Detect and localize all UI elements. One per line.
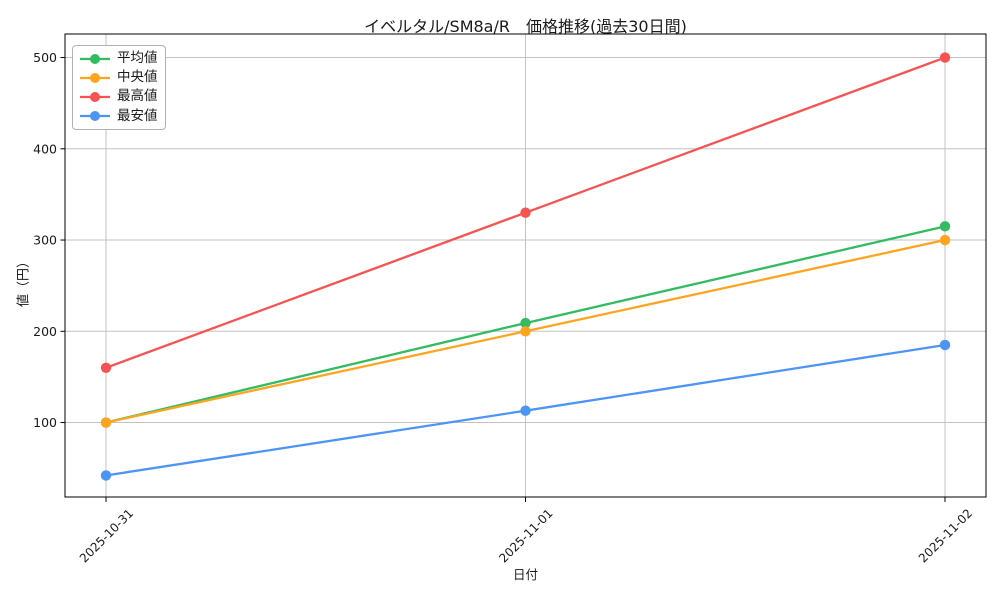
y-tick-label: 400 — [33, 141, 57, 156]
legend-label: 中央値 — [117, 69, 158, 86]
series-point-2 — [520, 207, 531, 218]
legend-marker-icon — [80, 72, 110, 83]
x-tick-label: 2025-11-02 — [916, 506, 975, 565]
series-point-3 — [939, 339, 951, 351]
legend-item: 中央値 — [79, 71, 161, 85]
series-point-0 — [939, 221, 951, 232]
legend-label: 最高値 — [117, 88, 158, 105]
legend: 平均値中央値最高値最安値 — [72, 45, 166, 130]
series-point-3 — [100, 470, 112, 481]
y-tick-label: 500 — [33, 50, 57, 65]
legend-marker-icon — [80, 111, 110, 122]
legend-label: 平均値 — [117, 49, 158, 66]
y-tick-label: 300 — [33, 233, 57, 248]
plot-border — [64, 33, 987, 498]
legend-label: 最安値 — [117, 107, 158, 124]
series-point-0 — [520, 317, 531, 329]
series-point-1 — [520, 326, 531, 337]
x-tick-label: 2025-11-01 — [496, 506, 555, 565]
y-tick-label: 200 — [33, 324, 57, 339]
series-point-1 — [939, 234, 951, 246]
x-axis-label: 日付 — [512, 567, 538, 582]
legend-item: 最安値 — [79, 107, 161, 124]
legend-marker-icon — [80, 53, 110, 64]
series-point-2 — [939, 52, 951, 63]
x-tick-label: 2025-10-31 — [77, 506, 136, 565]
series-point-3 — [520, 405, 531, 416]
series-point-2 — [100, 362, 112, 373]
y-tick-label: 100 — [33, 415, 57, 430]
y-axis-label: 値（円） — [16, 254, 32, 308]
chart-title: イベルタル/SM8a/R 価格推移(過去30日間) — [364, 17, 687, 36]
legend-item: 平均値 — [79, 49, 161, 66]
legend-item: 最高値 — [79, 90, 161, 104]
series-point-1 — [100, 417, 112, 428]
legend-marker-icon — [80, 92, 110, 103]
